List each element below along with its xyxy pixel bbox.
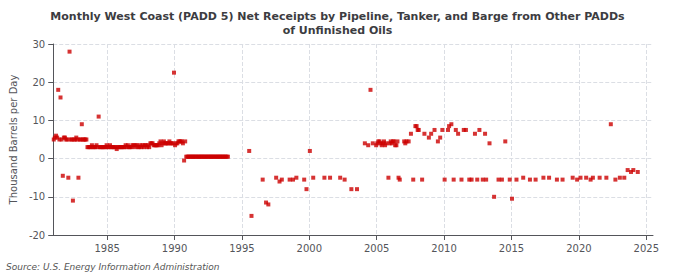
svg-text:1990: 1990 [162,243,187,254]
svg-text:Source: U.S. Energy Informatio: Source: U.S. Energy Information Administ… [6,262,220,272]
svg-text:2015: 2015 [499,243,524,254]
svg-text:2025: 2025 [634,243,659,254]
svg-text:2000: 2000 [297,243,322,254]
svg-text:-10: -10 [29,191,45,202]
svg-text:1995: 1995 [229,243,254,254]
svg-text:0: 0 [39,153,45,164]
svg-text:2010: 2010 [431,243,456,254]
svg-text:10: 10 [32,115,45,126]
svg-text:20: 20 [32,77,45,88]
svg-text:-20: -20 [29,230,45,241]
svg-text:Thousand Barrels per Day: Thousand Barrels per Day [8,75,19,206]
svg-text:2020: 2020 [566,243,591,254]
svg-text:Monthly West Coast (PADD 5) Ne: Monthly West Coast (PADD 5) Net Receipts… [50,10,625,23]
svg-text:2005: 2005 [364,243,389,254]
svg-text:1985: 1985 [94,243,119,254]
svg-text:30: 30 [32,39,45,50]
svg-text:of Unfinished Oils: of Unfinished Oils [283,24,393,37]
